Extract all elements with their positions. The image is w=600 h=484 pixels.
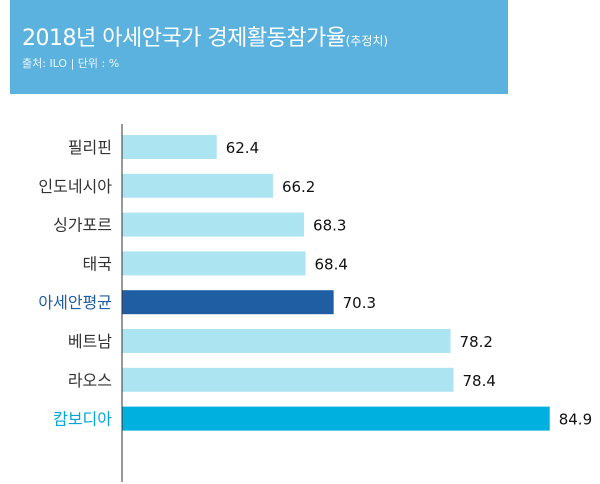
chart-title-note: (추정치)	[345, 34, 389, 48]
category-label: 필리핀	[68, 138, 112, 157]
bar-7	[122, 367, 454, 392]
category-label: 싱가포르	[53, 216, 112, 235]
value-label: 78.2	[460, 333, 493, 351]
chart-source: 출처: ILO | 단위 : %	[22, 57, 120, 70]
value-label: 70.3	[343, 294, 376, 312]
category-label: 라오스	[68, 371, 112, 390]
bar-6	[122, 329, 451, 353]
value-label: 66.2	[282, 178, 315, 196]
category-label: 베트남	[68, 332, 112, 351]
value-label: 78.4	[463, 372, 496, 390]
bar-1	[122, 135, 217, 159]
bar-8	[122, 406, 550, 431]
value-label: 68.3	[313, 217, 346, 235]
chart-title-main: 2018년 아세안국가 경제활동참가율	[22, 26, 346, 51]
category-label: 캄보디아	[53, 410, 112, 429]
category-label: 태국	[83, 254, 112, 273]
category-label: 인도네시아	[38, 177, 112, 196]
value-label: 68.4	[315, 255, 348, 273]
chart-title: 2018년 아세안국가 경제활동참가율(추정치)	[22, 20, 388, 52]
bar-4	[122, 251, 306, 276]
bar-5	[122, 290, 334, 315]
category-label: 아세안평균	[38, 293, 112, 312]
value-label: 84.9	[559, 411, 592, 429]
bar-3	[122, 212, 305, 237]
bar-2	[122, 173, 273, 198]
value-label: 62.4	[226, 139, 259, 157]
title-banner: 2018년 아세안국가 경제활동참가율(추정치) 출처: ILO | 단위 : …	[10, 0, 508, 94]
